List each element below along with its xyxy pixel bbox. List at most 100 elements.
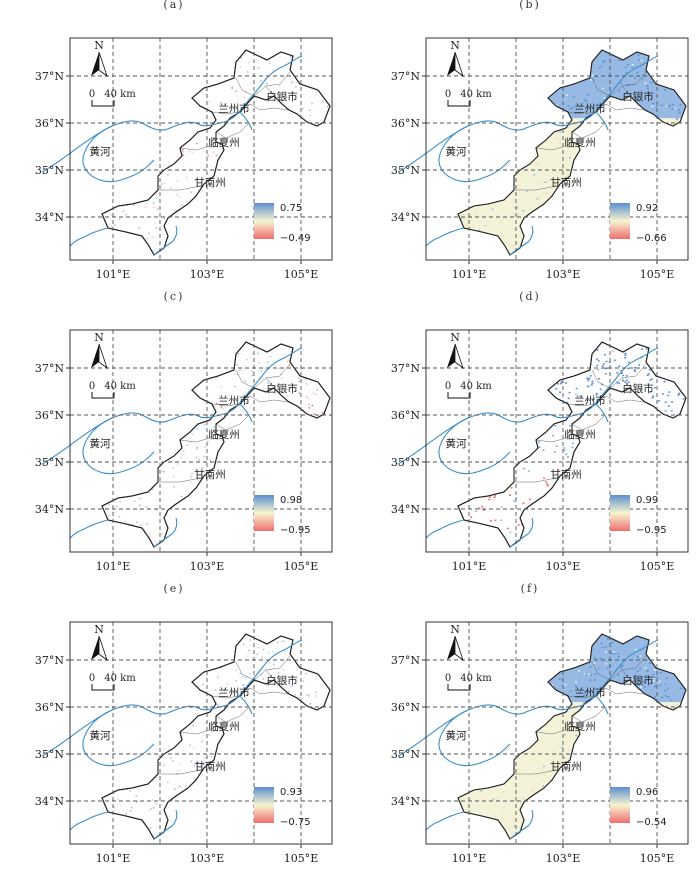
label-linxia: 临夏州 [564,428,596,441]
lon-tick-label: 103°E [190,268,225,281]
lon-tick-label: 101°E [96,560,131,573]
region-border [457,633,687,840]
river-line [69,227,109,247]
label-lanzhou: 兰州市 [574,102,606,115]
boundary-line [595,395,645,405]
colorbar [254,203,274,239]
study-region [101,49,331,256]
label-gannan: 甘南州 [194,760,226,773]
lon-tick-label: 105°E [640,268,675,281]
panel-label-d: (d) [519,290,541,303]
region-border [101,341,331,548]
colorbar-min-label: −0.75 [280,817,311,828]
lat-tick-label: 35°N [35,164,64,177]
scale-value-label: 40 km [104,89,136,100]
lat-tick-label: 37°N [35,362,64,375]
boundary-line [253,655,291,681]
map-frame [69,621,333,845]
lat-tick-label: 37°N [35,70,64,83]
river-line [509,809,534,840]
scale-bar [91,684,115,691]
map-panel-c: (c) 37°N 36°N 35°N 34°N 101°E 103°E 105°E N 0 40 … [4,290,344,573]
map-svg-b: 37°N 36°N 35°N 34°N 101°E 103°E 105°E N 0 40 km 白银… [391,37,689,281]
river-line [509,225,534,256]
colorbar [254,787,274,823]
boundary-line [158,477,201,483]
north-arrow-icon [447,635,464,662]
panel-label-e: (e) [163,582,185,595]
river-line [153,225,178,256]
river-line [438,125,511,183]
colorbar-min-label: −0.95 [636,525,667,536]
lon-tick-label: 101°E [96,852,131,865]
colorbar [254,495,274,531]
river-line [153,809,178,840]
map-svg-e: 37°N 36°N 35°N 34°N 101°E 103°E 105°E N 0 40 km 白银… [35,621,333,865]
river-line [153,517,178,548]
label-huanghe: 黄河 [446,145,467,158]
lon-tick-label: 105°E [640,560,675,573]
label-huanghe: 黄河 [90,729,111,742]
colorbar [610,203,630,239]
label-baiyin: 白银市 [266,674,298,687]
boundary-line [595,687,645,697]
colorbar-max-label: 0.98 [280,495,302,506]
boundary-line [235,369,255,389]
boundary-line [179,725,217,735]
lat-tick-label: 36°N [391,701,420,714]
boundary-line [567,695,597,699]
lon-tick-label: 103°E [546,560,581,573]
boundary-line [535,725,573,735]
boundary-line [158,769,201,775]
boundary-line [211,403,241,407]
region-border [101,49,331,256]
river-line [595,403,609,423]
label-huanghe: 黄河 [446,729,467,742]
region-border [101,633,331,840]
boundary-line [179,141,217,151]
label-huanghe: 黄河 [90,437,111,450]
boundary-line [591,77,611,97]
label-baiyin: 白银市 [622,90,654,103]
label-gannan: 甘南州 [550,176,582,189]
boundary-line [215,415,249,431]
map-panel-f: (f) 37°N 36°N 35°N 34°N 101°E 103°E 105°E N 0 40 … [360,582,700,865]
label-gannan: 甘南州 [194,176,226,189]
colorbar-min-label: −0.54 [636,817,667,828]
label-linxia: 临夏州 [208,428,240,441]
map-frame [425,37,689,261]
boundary-line [567,403,597,407]
scale-zero-label: 0 [89,381,95,392]
boundary-line [235,77,255,97]
boundary-line [253,363,291,389]
north-arrow-icon [91,51,108,78]
boundary-line [179,433,217,443]
map-panel-e: (e) 37°N 36°N 35°N 34°N 101°E 103°E 105°E N 0 40 … [4,582,344,865]
river-line [82,417,155,475]
lat-tick-label: 34°N [35,211,64,224]
scale-value-label: 40 km [460,89,492,100]
boundary-line [609,655,647,681]
lat-tick-label: 36°N [35,701,64,714]
boundary-line [239,687,289,697]
boundary-line [158,185,201,191]
study-region [101,633,331,840]
boundary-line [253,71,291,97]
lon-tick-label: 103°E [190,852,225,865]
lat-tick-label: 37°N [391,654,420,667]
boundary-line [609,71,647,97]
boundary-line [235,661,255,681]
label-baiyin: 白银市 [266,90,298,103]
scale-value-label: 40 km [460,381,492,392]
lat-tick-label: 37°N [35,654,64,667]
region-border [457,341,687,548]
boundary-line [211,111,241,115]
colorbar [610,787,630,823]
boundary-line [591,661,611,681]
river-line [69,811,109,831]
boundary-line [239,103,289,113]
label-gannan: 甘南州 [194,468,226,481]
boundary-line [535,433,573,443]
map-panel-b: (b) 37°N 36°N 35°N 34°N 101°E 103°E 105°E N 0 40 … [360,0,700,281]
river-line [239,695,253,715]
